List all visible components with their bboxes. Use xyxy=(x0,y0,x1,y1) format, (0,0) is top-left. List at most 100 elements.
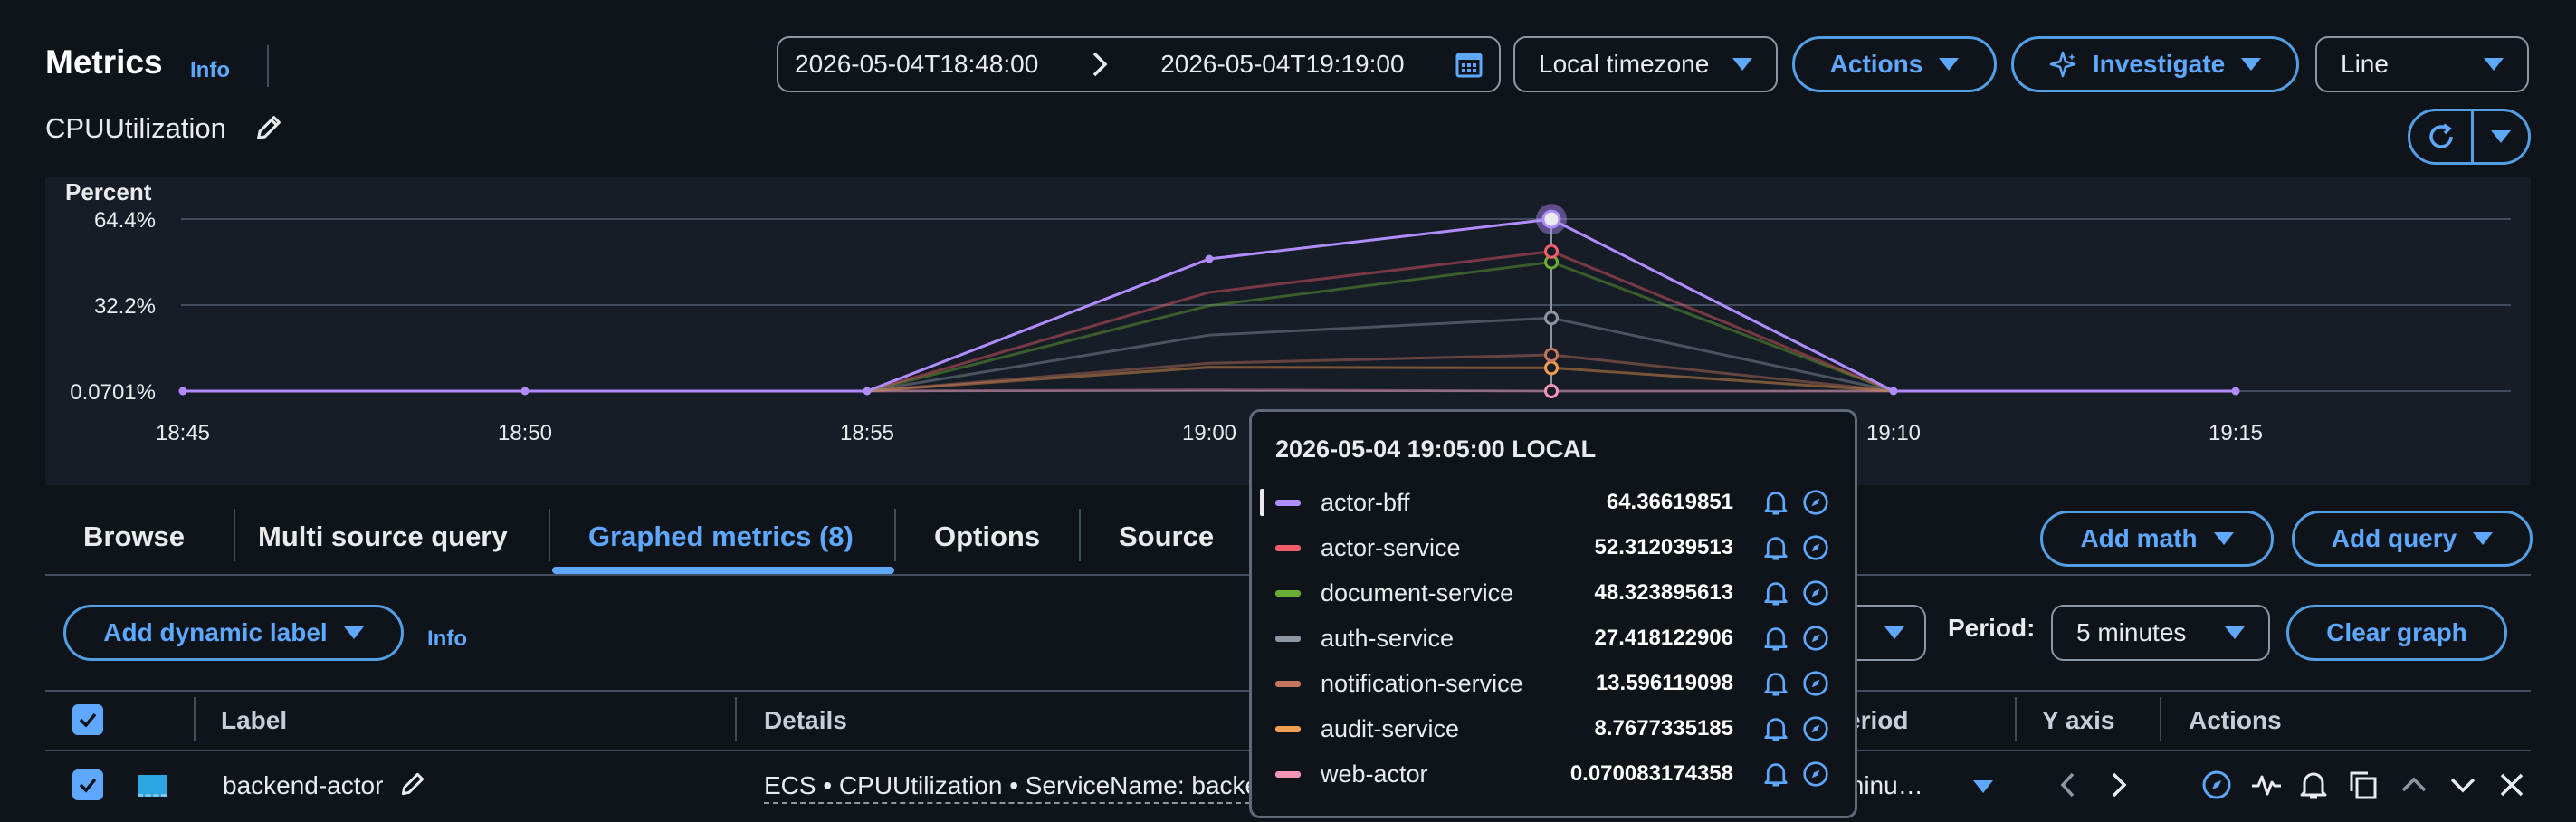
series-line-web-actor[interactable] xyxy=(866,388,1894,393)
divider xyxy=(267,45,269,87)
move-down-icon[interactable] xyxy=(2449,771,2476,803)
compass-icon[interactable] xyxy=(1800,713,1831,744)
series-line-document-service[interactable] xyxy=(866,260,1894,393)
tooltip-series-value: 0.070083174358 xyxy=(1569,761,1733,786)
chevron-right-icon[interactable] xyxy=(2109,771,2129,803)
column-header-y-axis[interactable]: Y axis xyxy=(2042,706,2115,734)
series-line-actor-service[interactable] xyxy=(866,250,1894,393)
tooltip-series-value: 27.418122906 xyxy=(1594,626,1734,650)
chevron-left-icon[interactable] xyxy=(2058,771,2078,803)
actions-button[interactable]: Actions xyxy=(1792,36,1997,92)
compass-icon[interactable] xyxy=(1800,578,1831,608)
refresh-icon[interactable] xyxy=(2410,111,2474,162)
column-header-label[interactable]: Label xyxy=(221,706,288,734)
compass-icon[interactable] xyxy=(1800,623,1831,654)
series-line-notification-service[interactable] xyxy=(866,353,1894,393)
tab-divider xyxy=(234,509,235,561)
tooltip-active-marker xyxy=(1260,489,1264,516)
tab-browse[interactable]: Browse xyxy=(83,521,185,552)
series-swatch xyxy=(1275,499,1301,506)
caret-down-icon xyxy=(2491,130,2511,143)
bell-icon[interactable] xyxy=(1760,668,1791,699)
add-dynamic-label-button[interactable]: Add dynamic label xyxy=(63,605,404,661)
caret-down-icon xyxy=(2473,532,2494,545)
hover-point[interactable] xyxy=(1544,348,1559,363)
tooltip-series-value: 8.7677335185 xyxy=(1594,716,1734,741)
data-point[interactable] xyxy=(1205,254,1214,263)
tooltip-rows: actor-bff 64.36619851 actor-service 52.3120… xyxy=(1275,480,1831,797)
bell-icon[interactable] xyxy=(1760,759,1791,789)
tab-multi-source-query[interactable]: Multi source query xyxy=(258,521,508,552)
data-point[interactable] xyxy=(178,387,187,396)
data-point[interactable] xyxy=(1889,387,1898,396)
activity-icon[interactable] xyxy=(2250,769,2283,805)
x-tick-label: 19:15 xyxy=(2209,421,2263,445)
hover-point[interactable] xyxy=(1544,244,1559,259)
calendar-icon[interactable] xyxy=(1455,51,1483,78)
x-tick-label: 18:50 xyxy=(498,421,552,445)
series-line-auth-service[interactable] xyxy=(866,316,1894,393)
tooltip-row: actor-bff 64.36619851 xyxy=(1275,480,1831,525)
compass-icon[interactable] xyxy=(1800,759,1831,789)
series-swatch xyxy=(1275,589,1301,597)
row-details[interactable]: ECS • CPUUtilization • ServiceName: back… xyxy=(764,771,1260,804)
tab-source[interactable]: Source xyxy=(1119,521,1215,552)
date-range-picker[interactable]: 2026-05-04T18:48:00 2026-05-04T19:19:00 xyxy=(777,36,1501,92)
tab-options[interactable]: Options xyxy=(934,521,1041,552)
column-header-actions[interactable]: Actions xyxy=(2189,706,2282,734)
caret-down-icon[interactable] xyxy=(1973,780,1993,793)
info-link[interactable]: Info xyxy=(190,58,230,82)
column-header-details[interactable]: Details xyxy=(764,706,847,734)
refresh-split-button[interactable] xyxy=(2408,109,2531,165)
compass-icon[interactable] xyxy=(1800,487,1831,518)
series-line-audit-service[interactable] xyxy=(866,366,1894,393)
column-divider xyxy=(2015,697,2017,741)
tooltip-series-value: 48.323895613 xyxy=(1594,580,1734,605)
tooltip-title: 2026-05-04 19:05:00 LOCAL xyxy=(1275,435,1597,463)
chart-type-label: Line xyxy=(2341,50,2389,78)
chart-type-select[interactable]: Line xyxy=(2315,36,2529,92)
row-label[interactable]: backend-actor xyxy=(223,771,384,799)
move-up-icon[interactable] xyxy=(2400,771,2428,803)
bell-icon[interactable] xyxy=(1760,532,1791,563)
compass-icon[interactable] xyxy=(2201,769,2232,805)
row-checkbox[interactable] xyxy=(72,769,103,800)
hover-point[interactable] xyxy=(1541,209,1561,229)
bell-icon[interactable] xyxy=(1760,487,1791,518)
bell-icon[interactable] xyxy=(1760,713,1791,744)
select-all-checkbox[interactable] xyxy=(72,704,103,735)
period-select[interactable]: 5 minutes xyxy=(2051,605,2270,661)
bell-icon[interactable] xyxy=(1760,578,1791,608)
data-point[interactable] xyxy=(520,387,530,396)
hover-point[interactable] xyxy=(1544,360,1559,376)
compass-icon[interactable] xyxy=(1800,668,1831,699)
time-end[interactable]: 2026-05-04T19:19:00 xyxy=(1160,50,1405,78)
metric-name: CPUUtilization xyxy=(45,112,226,144)
investigate-button[interactable]: Investigate xyxy=(2011,36,2299,92)
copy-icon[interactable] xyxy=(2348,769,2379,805)
time-start[interactable]: 2026-05-04T18:48:00 xyxy=(795,50,1039,78)
data-point[interactable] xyxy=(863,387,872,396)
refresh-options-button[interactable] xyxy=(2474,111,2528,162)
bell-icon[interactable] xyxy=(2299,769,2328,805)
add-math-button[interactable]: Add math xyxy=(2040,511,2274,567)
edit-title-icon[interactable] xyxy=(253,112,284,148)
clear-graph-button[interactable]: Clear graph xyxy=(2286,605,2507,661)
bell-icon[interactable] xyxy=(1760,623,1791,654)
add-dynamic-label-text: Add dynamic label xyxy=(103,618,328,646)
info-link[interactable]: Info xyxy=(427,626,467,651)
series-color-swatch[interactable] xyxy=(138,775,167,797)
edit-label-icon[interactable] xyxy=(398,769,427,803)
add-query-button[interactable]: Add query xyxy=(2292,511,2533,567)
caret-down-icon xyxy=(1939,58,1960,71)
remove-icon[interactable] xyxy=(2498,771,2525,803)
data-point[interactable] xyxy=(2231,387,2240,396)
hover-point[interactable] xyxy=(1544,311,1559,326)
timezone-select[interactable]: Local timezone xyxy=(1513,36,1778,92)
compass-icon[interactable] xyxy=(1800,532,1831,563)
series-swatch xyxy=(1275,544,1301,551)
actions-label: Actions xyxy=(1829,50,1923,78)
tab-graphed-metrics[interactable]: Graphed metrics (8) xyxy=(588,521,854,552)
hover-point[interactable] xyxy=(1544,384,1559,399)
